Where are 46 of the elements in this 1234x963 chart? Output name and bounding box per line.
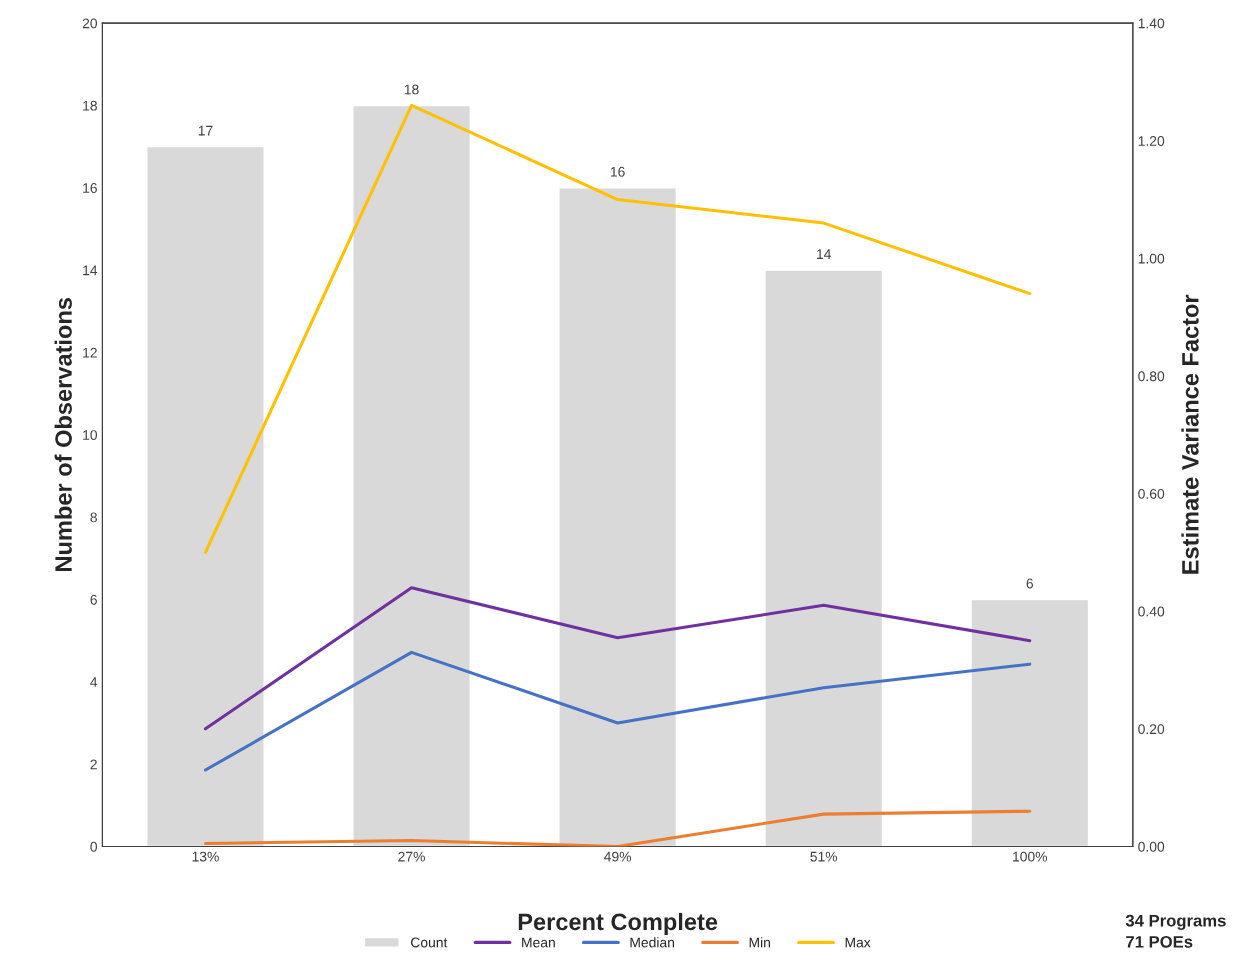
data-label: 6 [1026, 578, 1034, 589]
legend-label: Median [630, 937, 674, 948]
y2-tick-label: 1.20 [1138, 136, 1165, 146]
line-series [203, 650, 1032, 772]
x-tick-label: 27% [398, 851, 425, 862]
bar [764, 269, 884, 847]
y-tick-label: 14 [83, 265, 98, 276]
y-tick-label: 2 [90, 759, 97, 770]
y-tick-label: 6 [90, 594, 97, 605]
data-label: 17 [198, 125, 213, 136]
legend-label: Min [749, 937, 770, 948]
x-tick-label: 13% [192, 851, 219, 862]
y-axis-title: Number of Observations [54, 298, 72, 571]
y-tick-label: 18 [83, 100, 97, 111]
y-tick-label: 16 [83, 183, 97, 193]
x-tick-label: 49% [604, 851, 632, 862]
x-axis-title: Percent Complete [518, 912, 718, 935]
bar [970, 598, 1090, 847]
y-tick-label: 10 [83, 430, 98, 440]
y2-tick-label: 1.00 [1138, 253, 1165, 264]
text: 34 Programs [1125, 914, 1226, 930]
data-label: 18 [404, 84, 419, 95]
y2-tick-label: 0.00 [1138, 841, 1165, 852]
data-label: 16 [610, 166, 625, 177]
bar [352, 104, 471, 847]
legend-label: Mean [522, 937, 555, 948]
y-tick-label: 0 [90, 841, 98, 852]
bar [558, 187, 678, 847]
y2-tick-label: 0.60 [1138, 488, 1165, 499]
y2-tick-label: 0.80 [1138, 371, 1165, 382]
x-tick-label: 51% [810, 851, 838, 862]
y-tick-label: 4 [90, 677, 98, 687]
y-tick-label: 8 [90, 512, 97, 523]
y2-tick-label: 0.40 [1138, 606, 1165, 617]
y-tick-label: 20 [82, 18, 98, 29]
y2-tick-label: 0.20 [1138, 724, 1165, 735]
line-series [203, 809, 1032, 847]
y2-axis-title: Estimate Variance Factor [1181, 294, 1199, 574]
bar [146, 145, 265, 847]
y2-tick-label: 1.40 [1138, 18, 1165, 29]
x-tick-label: 100% [1013, 851, 1048, 862]
legend-label: Max [845, 937, 871, 948]
legend-label: Count [411, 937, 448, 948]
data-label: 14 [817, 249, 832, 259]
y-tick-label: 12 [83, 347, 97, 358]
text: 71 POEs [1126, 935, 1193, 948]
